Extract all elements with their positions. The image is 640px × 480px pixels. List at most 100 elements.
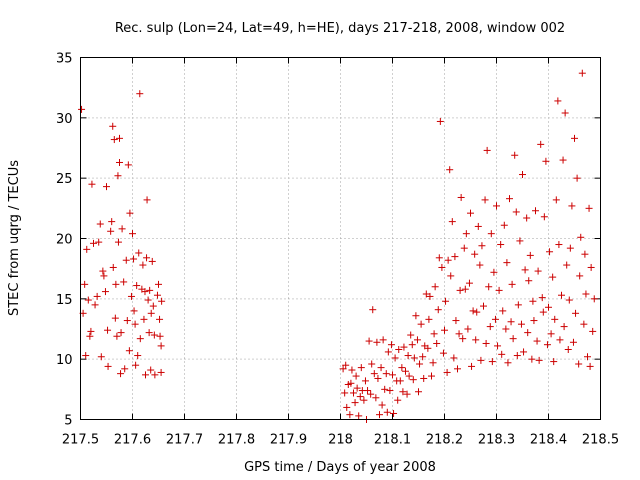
data-point (347, 379, 355, 387)
data-point (402, 367, 409, 375)
data-point (512, 208, 520, 216)
data-point (155, 280, 162, 288)
data-point (116, 158, 123, 166)
data-point (109, 263, 117, 271)
data-point (339, 365, 347, 373)
data-point (422, 290, 430, 298)
data-point (490, 268, 498, 276)
data-point (488, 358, 496, 366)
data-point (149, 302, 157, 310)
y-tick-label: 20 (56, 233, 73, 248)
data-point (549, 273, 557, 281)
data-point (108, 218, 116, 226)
data-point (99, 267, 107, 275)
data-point (561, 109, 569, 117)
data-point (446, 166, 454, 174)
y-tick-label: 10 (56, 353, 73, 368)
data-point (151, 371, 159, 379)
data-point (378, 401, 386, 409)
data-point (571, 134, 578, 142)
data-point (543, 341, 551, 349)
data-point (498, 350, 506, 358)
data-point (560, 323, 568, 331)
data-point (429, 359, 437, 367)
data-point (587, 263, 595, 271)
data-point (383, 408, 391, 416)
x-tick-label: 218.1 (374, 433, 411, 448)
data-point (506, 195, 513, 203)
data-point (141, 288, 149, 296)
x-tick-label: 218.3 (478, 433, 515, 448)
data-point (477, 356, 485, 364)
x-tick-label: 218 (328, 433, 353, 448)
data-point (436, 117, 444, 125)
data-point (471, 250, 479, 258)
data-point (502, 325, 510, 333)
data-point (433, 339, 441, 347)
data-point (123, 317, 131, 325)
data-point (348, 366, 356, 374)
data-point (504, 359, 512, 367)
data-point (572, 309, 580, 317)
data-point (535, 356, 543, 364)
data-point (575, 360, 583, 368)
data-point (508, 280, 516, 288)
data-point (400, 343, 408, 351)
data-point (539, 308, 547, 316)
data-point (346, 411, 354, 419)
data-point (462, 230, 470, 238)
data-point (396, 377, 404, 385)
data-point (485, 283, 493, 291)
data-point (114, 172, 122, 180)
data-point (125, 347, 133, 355)
data-point (517, 320, 525, 328)
data-point (113, 332, 121, 340)
data-point (448, 218, 456, 226)
data-point (428, 372, 435, 380)
data-point (133, 282, 141, 290)
data-point (107, 227, 115, 235)
data-point (494, 342, 502, 350)
data-point (96, 220, 104, 228)
data-point (140, 315, 148, 323)
data-point (460, 244, 468, 252)
data-point (413, 336, 421, 344)
data-point (142, 371, 149, 379)
x-tick-label: 218.2 (426, 433, 463, 448)
data-point (88, 180, 96, 188)
y-axis-label: STEC from uqrg / TECUs (7, 160, 22, 316)
data-point (357, 364, 365, 372)
y-tick-label: 35 (56, 52, 73, 67)
data-point (90, 239, 97, 247)
data-point (130, 255, 138, 263)
data-point (370, 370, 378, 378)
data-point (486, 323, 494, 331)
data-point (104, 326, 112, 334)
data-point (91, 301, 99, 309)
data-point (468, 362, 476, 370)
data-point (487, 230, 495, 238)
data-point (425, 315, 433, 323)
data-point (84, 296, 92, 304)
data-point (117, 370, 125, 378)
data-point (417, 320, 425, 328)
data-point (542, 157, 550, 165)
data-point (473, 308, 481, 316)
data-point (415, 388, 422, 396)
data-point (100, 272, 108, 280)
data-point (365, 337, 373, 345)
data-point (136, 90, 144, 98)
data-point (158, 297, 166, 305)
data-point (343, 403, 351, 411)
data-point (352, 372, 360, 380)
data-point (114, 238, 122, 246)
data-point (117, 329, 125, 337)
data-point (519, 171, 526, 179)
data-point (394, 396, 402, 404)
data-point (434, 306, 442, 314)
data-point (565, 296, 573, 304)
data-point (551, 315, 559, 323)
data-point (145, 329, 153, 337)
data-point (374, 374, 382, 382)
